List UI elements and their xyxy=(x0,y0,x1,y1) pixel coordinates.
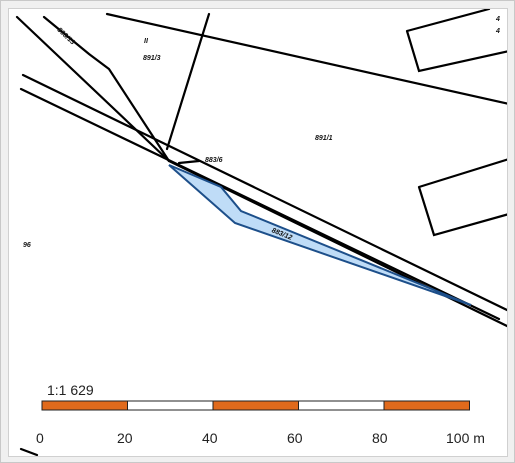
scale-tick-label: 80 xyxy=(372,430,388,446)
parcel-label: 883/6 xyxy=(205,157,223,164)
scale-tick-label: 60 xyxy=(287,430,303,446)
scale-tick-label: 100 m xyxy=(446,430,485,446)
scale-tick-label: 0 xyxy=(36,430,44,446)
map-canvas[interactable]: 893/13 II 891/3 883/6 891/1 883/12 4 4 9… xyxy=(8,8,508,457)
scale-tick-label: 20 xyxy=(117,430,133,446)
highlighted-parcel xyxy=(168,164,472,306)
parcel-label: 891/1 xyxy=(315,135,333,142)
map-lines xyxy=(15,9,507,456)
scale-tick-label: 40 xyxy=(202,430,218,446)
parcel-label: II xyxy=(144,38,148,45)
scale-ratio: 1:1 629 xyxy=(47,382,94,398)
parcel-label: 96 xyxy=(23,242,31,249)
parcel-label: 891/3 xyxy=(143,55,161,62)
parcel-label: 4 xyxy=(496,16,500,23)
parcel-label: 4 xyxy=(496,28,500,35)
